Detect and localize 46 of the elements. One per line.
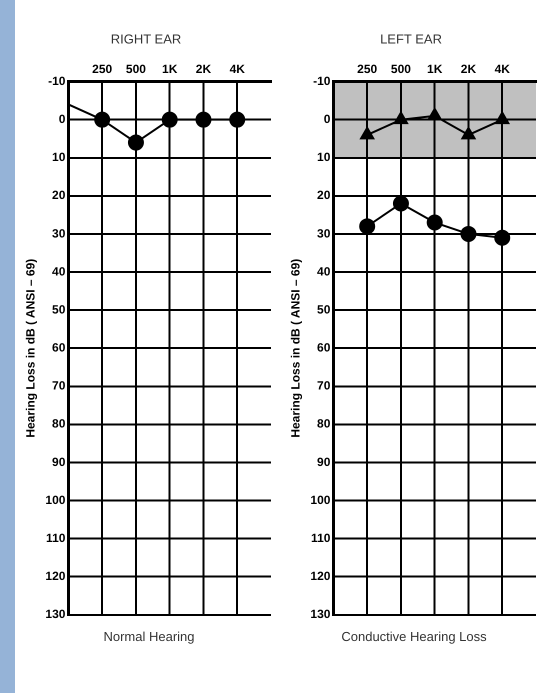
y-tick-label: 110: [46, 530, 66, 545]
y-tick-label: 70: [317, 378, 331, 393]
y-tick-label: 60: [317, 340, 331, 355]
y-tick-label: 120: [310, 569, 331, 584]
x-tick-label: 250: [92, 62, 113, 76]
y-tick-label: 130: [45, 607, 66, 622]
y-tick-label: 90: [317, 454, 331, 469]
x-tick-label: 2K: [196, 62, 212, 76]
x-tick-label: 500: [126, 62, 146, 76]
x-tick-label: 1K: [427, 62, 443, 76]
y-tick-label: 10: [317, 150, 331, 164]
y-tick-label: 40: [317, 264, 331, 278]
y-tick-label: 70: [52, 378, 66, 393]
y-tick-label: 120: [45, 569, 66, 584]
y-tick-label: 80: [52, 416, 66, 431]
y-tick-label: 30: [52, 226, 66, 240]
x-tick-label: 4K: [230, 62, 246, 76]
y-tick-label: 100: [45, 492, 66, 507]
y-tick-label: 40: [52, 264, 66, 278]
y-tick-label: 90: [52, 454, 66, 469]
y-tick-label: 0: [58, 112, 66, 126]
y-tick-label: -10: [313, 74, 331, 88]
y-tick-label: 50: [317, 302, 331, 316]
x-tick-label: 4K: [494, 62, 510, 76]
y-tick-label: 100: [310, 492, 331, 507]
y-tick-label: 20: [52, 188, 66, 202]
y-tick-label: -10: [48, 74, 66, 88]
y-tick-label: 110: [311, 530, 331, 545]
y-tick-label: 30: [317, 226, 331, 240]
y-tick-label: 80: [317, 416, 331, 431]
x-tick-label: 250: [357, 62, 378, 76]
y-tick-label: 20: [317, 188, 331, 202]
x-tick-label: 500: [390, 62, 412, 76]
x-tick-label: 1K: [162, 62, 178, 76]
chart-title: LEFT EAR: [380, 31, 442, 46]
y-tick-label: 0: [324, 112, 331, 126]
text: Conductive Hearing Loss: [340, 629, 488, 644]
x-tick-label: 2K: [460, 62, 476, 76]
y-axis-title: Hearing Loss in dB ( ANSI – 69): [288, 258, 303, 438]
chart-title: RIGHT EAR: [110, 31, 182, 46]
y-tick-label: 60: [52, 340, 66, 355]
text: Normal Hearing: [102, 629, 196, 644]
y-tick-label: 130: [310, 607, 331, 622]
y-tick-label: 10: [52, 150, 66, 164]
y-tick-label: 50: [52, 302, 66, 316]
y-axis-title: Hearing Loss in dB ( ANSI – 69): [24, 258, 38, 438]
